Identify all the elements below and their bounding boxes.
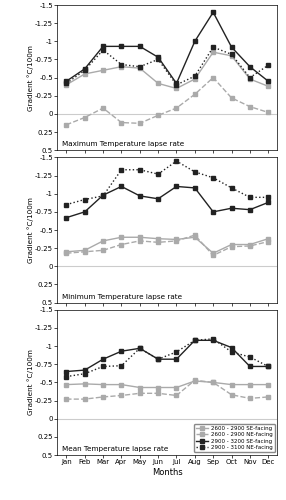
X-axis label: Months: Months [152, 468, 183, 477]
Y-axis label: Gradient °C/100m: Gradient °C/100m [27, 44, 33, 110]
Legend: 2600 - 2900 SE-facing, 2600 - 2900 NE-facing, 2900 - 3200 SE-facing, 2900 - 3100: 2600 - 2900 SE-facing, 2600 - 2900 NE-fa… [194, 424, 275, 452]
Text: Mean Temperature lapse rate: Mean Temperature lapse rate [61, 446, 168, 452]
Y-axis label: Gradient °C/100m: Gradient °C/100m [27, 350, 33, 416]
Text: Minimum Temperature lapse rate: Minimum Temperature lapse rate [61, 294, 182, 300]
Y-axis label: Gradient °C/100m: Gradient °C/100m [27, 197, 33, 263]
Text: Maximum Temperature lapse rate: Maximum Temperature lapse rate [61, 142, 184, 148]
